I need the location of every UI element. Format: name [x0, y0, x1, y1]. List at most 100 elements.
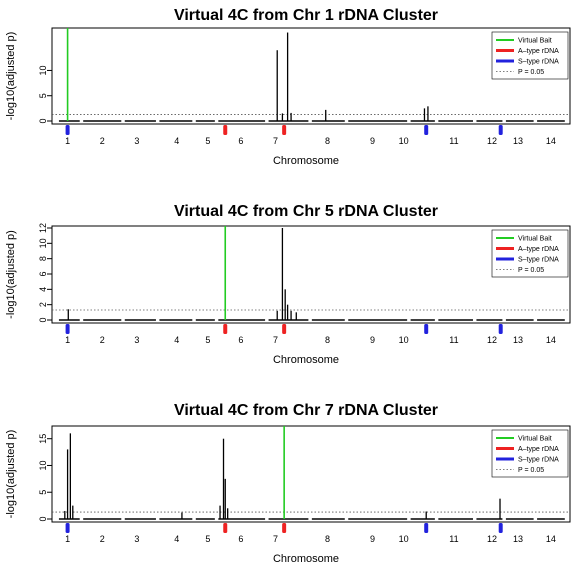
- x-tick-label: 11: [449, 335, 458, 345]
- y-tick-label: 0: [38, 516, 48, 521]
- chart-panel-3: Virtual 4C from Chr 7 rDNA Cluster051015…: [5, 402, 571, 565]
- x-tick-label: 14: [546, 136, 556, 146]
- x-tick-label: 3: [134, 335, 139, 345]
- x-tick-label: 12: [487, 534, 497, 544]
- legend-entry: Virtual Bait: [518, 235, 552, 242]
- x-tick-label: 5: [205, 136, 210, 146]
- x-tick-label: 13: [513, 136, 523, 146]
- x-tick-label: 6: [238, 136, 243, 146]
- x-tick-label: 2: [100, 335, 105, 345]
- x-tick-label: 12: [487, 335, 497, 345]
- legend: Virtual Bait A–type rDNA S–type rDNA P = 0.…: [491, 429, 569, 478]
- x-tick-label: 2: [100, 534, 105, 544]
- y-axis-label: -log10(adjusted p): [5, 32, 17, 121]
- chart-title: Virtual 4C from Chr 1 rDNA Cluster: [174, 7, 438, 24]
- x-tick-label: 7: [273, 136, 278, 146]
- s-type-rdna-marker: [424, 523, 429, 533]
- x-tick-label: 11: [449, 534, 458, 544]
- s-type-rdna-marker: [424, 125, 429, 135]
- x-tick-label: 13: [513, 534, 523, 544]
- x-tick-label: 14: [546, 534, 556, 544]
- x-tick-label: 7: [273, 335, 278, 345]
- x-tick-label: 11: [449, 136, 458, 146]
- a-type-rdna-marker: [223, 523, 228, 533]
- chart-panel-1: Virtual 4C from Chr 1 rDNA Cluster 0 5 10 -l…: [5, 7, 571, 167]
- x-tick-label: 10: [399, 136, 409, 146]
- x-tick-label: 4: [174, 136, 179, 146]
- a-type-rdna-marker: [282, 523, 287, 533]
- x-axis-label: Chromosome: [273, 155, 339, 167]
- x-tick-label: 1: [65, 335, 70, 345]
- y-axis-label: -log10(adjusted p): [5, 230, 17, 319]
- s-type-rdna-marker: [65, 324, 70, 334]
- y-tick-label: 4: [38, 287, 48, 292]
- x-tick-label: 9: [370, 136, 375, 146]
- x-tick-label: 1: [65, 534, 70, 544]
- legend-entry: S–type rDNA: [518, 256, 559, 263]
- x-tick-label: 8: [325, 136, 330, 146]
- s-type-rdna-marker: [498, 125, 503, 135]
- x-tick-label: 3: [134, 534, 139, 544]
- x-tick-label: 9: [370, 335, 375, 345]
- x-tick-label: 8: [325, 335, 330, 345]
- y-tick-label: 12: [38, 223, 48, 233]
- x-tick-label: 1: [65, 136, 70, 146]
- s-type-rdna-marker: [65, 125, 70, 135]
- chart-title: Virtual 4C from Chr 5 rDNA Cluster: [174, 203, 438, 220]
- y-tick-label: 6: [38, 271, 48, 276]
- y-tick-label: 0: [38, 317, 48, 322]
- x-tick-label: 5: [205, 335, 210, 345]
- plot-frame: [51, 27, 571, 125]
- y-tick-label: 8: [38, 256, 48, 261]
- legend-entry: Virtual Bait: [518, 435, 552, 442]
- x-tick-label: 10: [399, 534, 409, 544]
- y-tick-label: 5: [38, 490, 48, 495]
- x-axis-label: Chromosome: [273, 553, 339, 565]
- y-tick-label: 0: [38, 118, 48, 123]
- x-tick-label: 8: [325, 534, 330, 544]
- x-tick-label: 6: [238, 534, 243, 544]
- plot-frame: [51, 425, 571, 523]
- legend-entry: A–type rDNA: [518, 48, 559, 55]
- s-type-rdna-marker: [498, 324, 503, 334]
- x-tick-label: 4: [174, 534, 179, 544]
- s-type-rdna-marker: [424, 324, 429, 334]
- x-tick-label: 7: [273, 534, 278, 544]
- legend-entry: A–type rDNA: [518, 246, 559, 253]
- x-tick-label: 10: [399, 335, 409, 345]
- x-tick-label: 2: [100, 136, 105, 146]
- legend-entry: A–type rDNA: [518, 446, 559, 453]
- legend-entry: P = 0.05: [518, 69, 544, 76]
- y-tick-label: 10: [38, 238, 48, 248]
- legend-entry: P = 0.05: [518, 467, 544, 474]
- x-tick-label: 3: [134, 136, 139, 146]
- chart-panel-2: Virtual 4C from Chr 5 rDNA Cluster 0 2 4 6 8 1…: [5, 203, 571, 366]
- a-type-rdna-marker: [223, 324, 228, 334]
- x-tick-label: 13: [513, 335, 523, 345]
- legend-entry: S–type rDNA: [518, 58, 559, 65]
- legend: Virtual Bait A–type rDNA S–type rDNA P = 0.…: [491, 229, 569, 278]
- y-tick-label: 15: [38, 434, 48, 444]
- s-type-rdna-marker: [65, 523, 70, 533]
- a-type-rdna-marker: [282, 125, 287, 135]
- x-tick-label: 12: [487, 136, 497, 146]
- y-tick-label: 2: [38, 302, 48, 307]
- y-axis-label: -log10(adjusted p): [5, 430, 17, 519]
- legend-entry: S–type rDNA: [518, 456, 559, 463]
- x-tick-label: 5: [205, 534, 210, 544]
- s-type-rdna-marker: [498, 523, 503, 533]
- legend: Virtual Bait A–type rDNA S–type rDNA P = 0.…: [491, 31, 569, 80]
- x-tick-label: 6: [238, 335, 243, 345]
- a-type-rdna-marker: [282, 324, 287, 334]
- a-type-rdna-marker: [223, 125, 228, 135]
- legend-entry: P = 0.05: [518, 267, 544, 274]
- x-axis-label: Chromosome: [273, 354, 339, 366]
- chart-title: Virtual 4C from Chr 7 rDNA Cluster: [174, 402, 438, 419]
- x-tick-label: 4: [174, 335, 179, 345]
- y-tick-label: 5: [38, 93, 48, 98]
- legend-entry: Virtual Bait: [518, 37, 552, 44]
- y-tick-label: 10: [38, 65, 48, 75]
- y-tick-label: 10: [38, 460, 48, 470]
- x-tick-label: 14: [546, 335, 556, 345]
